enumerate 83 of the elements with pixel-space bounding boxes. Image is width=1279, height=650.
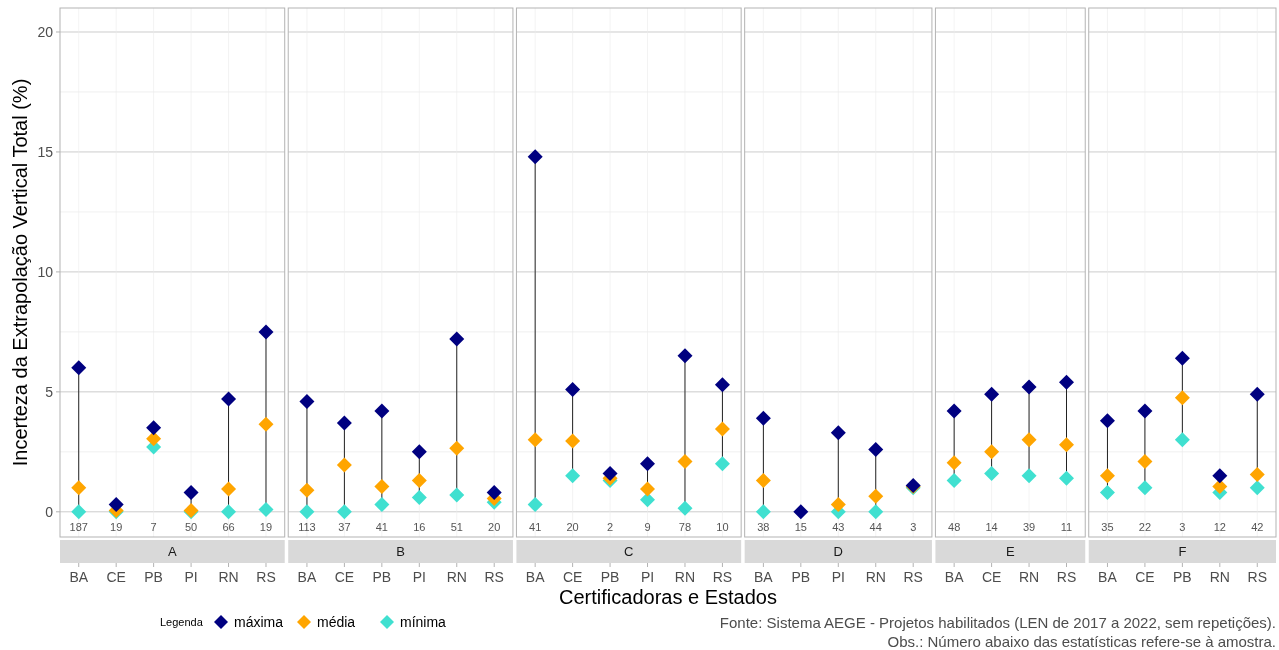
y-tick-label: 5 — [45, 383, 54, 400]
annotation: 42 — [1251, 521, 1264, 533]
annotation: 44 — [869, 521, 882, 533]
x-tick-label: RS — [903, 569, 923, 585]
text: D — [833, 544, 843, 559]
text: A — [168, 544, 178, 559]
x-tick-label: PI — [831, 569, 845, 585]
text: F — [1178, 544, 1187, 559]
x-tick-label: BA — [69, 569, 89, 585]
annotation: 16 — [413, 521, 426, 533]
x-tick-label: RS — [256, 569, 276, 585]
annotation: 187 — [69, 521, 88, 533]
x-tick-label: BA — [525, 569, 546, 585]
x-tick-label: CE — [981, 569, 1002, 585]
legend-title: Legenda — [160, 616, 204, 628]
annotation: 11 — [1060, 521, 1073, 533]
x-tick-label: PB — [144, 569, 163, 585]
annotation: 78 — [678, 521, 692, 533]
x-tick-label: CE — [334, 569, 355, 585]
x-tick-label: PB — [791, 569, 811, 585]
x-tick-label: CE — [106, 569, 126, 585]
x-tick-label: PI — [184, 569, 198, 585]
y-tick-label: 20 — [37, 23, 54, 40]
x-tick-label: RN — [674, 569, 696, 585]
x-tick-label: CE — [562, 569, 583, 585]
annotation: 50 — [184, 521, 198, 533]
legend-label: máxima — [234, 614, 284, 630]
x-tick-label: CE — [1135, 569, 1155, 585]
x-tick-label: RN — [446, 569, 467, 585]
text: B — [396, 544, 405, 559]
annotation: 41 — [375, 521, 388, 533]
x-tick-label: PB — [600, 569, 620, 585]
annotation: 51 — [450, 521, 463, 533]
annotation: 37 — [338, 521, 351, 533]
y-tick-label: 10 — [37, 263, 54, 280]
x-tick-label: BA — [754, 569, 774, 585]
x-tick-label: RN — [865, 569, 886, 585]
x-tick-label: PI — [412, 569, 426, 585]
annotation: 9 — [644, 521, 651, 533]
annotation: 14 — [985, 521, 998, 533]
x-tick-label: RS — [712, 569, 733, 585]
x-tick-label: PI — [640, 569, 655, 585]
annotation: 66 — [222, 521, 235, 533]
annotation: 22 — [1138, 521, 1152, 533]
x-tick-label: RS — [1056, 569, 1077, 585]
source-note: Fonte: Sistema AEGE - Projetos habilitados (LEN de 2017 a 2022, sem repetições). — [719, 614, 1276, 631]
annotation: 113 — [298, 521, 316, 533]
annotation: 3 — [910, 521, 917, 533]
annotation: 20 — [488, 521, 501, 533]
x-tick-label: PB — [372, 569, 392, 585]
annotation: 20 — [566, 521, 579, 533]
annotation: 35 — [1101, 521, 1114, 533]
annotation: 39 — [1022, 521, 1036, 533]
annotation: 19 — [259, 521, 273, 533]
x-tick-label: BA — [944, 569, 965, 585]
annotation: 12 — [1213, 521, 1226, 533]
x-tick-label: BA — [297, 569, 317, 585]
text: C — [624, 544, 634, 559]
text: Obs.: Número abaixo das estatísticas refere-se à amostra. — [887, 633, 1276, 650]
text: E — [1005, 544, 1015, 559]
y-tick-label: 15 — [37, 143, 54, 160]
x-axis-title: Certificadoras e Estados — [559, 586, 777, 608]
annotation: 43 — [832, 521, 845, 533]
x-tick-label: RS — [484, 569, 504, 585]
x-tick-label: BA — [1098, 569, 1118, 585]
legend-label: mínima — [400, 614, 447, 630]
annotation: 15 — [794, 521, 807, 533]
annotation: 48 — [948, 521, 961, 533]
x-tick-label: RN — [1209, 569, 1230, 585]
y-tick-label: 0 — [45, 503, 54, 520]
x-tick-label: RN — [1018, 569, 1040, 585]
annotation: 19 — [110, 521, 123, 533]
x-tick-label: PB — [1173, 569, 1192, 585]
annotation: 10 — [716, 521, 729, 533]
annotation: 41 — [529, 521, 542, 533]
annotation: 7 — [150, 521, 157, 533]
annotation: 2 — [607, 521, 614, 533]
x-tick-label: RN — [218, 569, 239, 585]
annotation: 38 — [757, 521, 770, 533]
legend-label: média — [317, 614, 356, 630]
y-axis-title: Incerteza da Extrapolação Vertical Total (%) — [9, 78, 31, 467]
x-tick-label: RS — [1247, 569, 1267, 585]
annotation: 3 — [1179, 521, 1186, 533]
